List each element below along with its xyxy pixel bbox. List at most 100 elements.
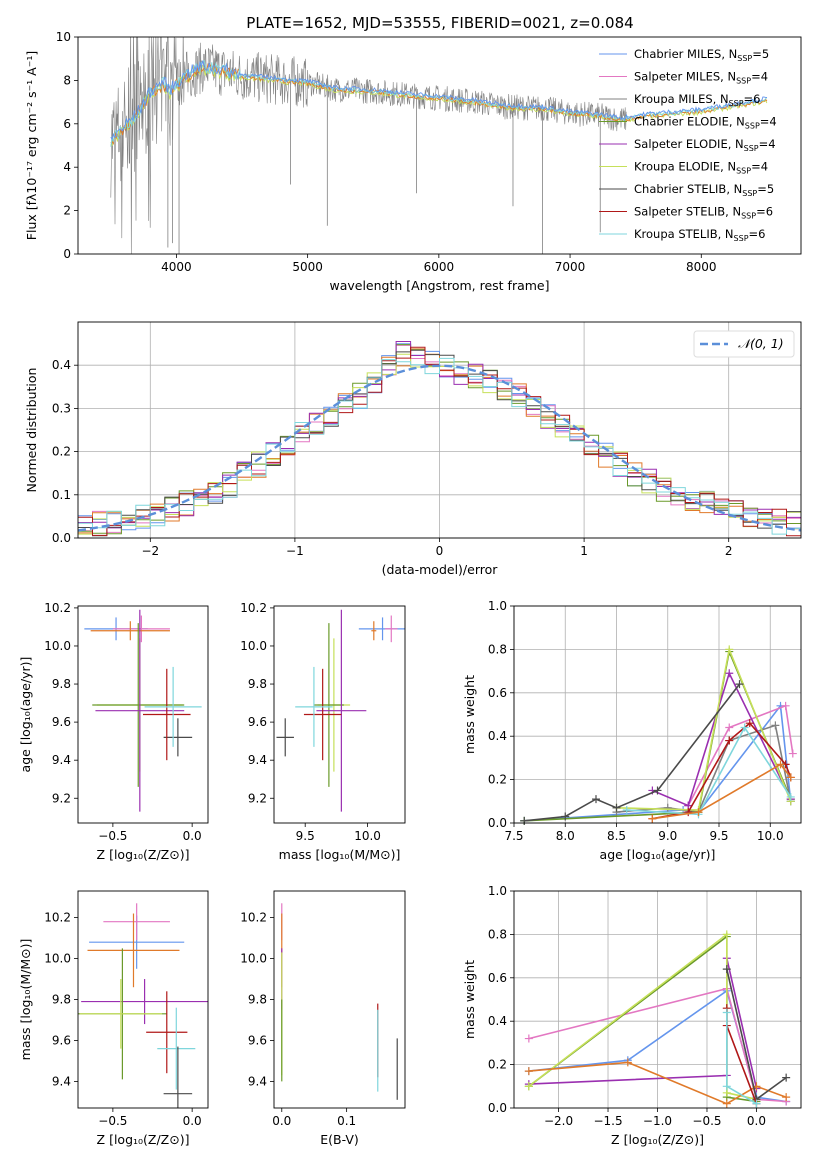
axes-frame [77, 321, 802, 539]
x-tick-label: −2 [141, 544, 159, 558]
y-axis-label: mass [log₁₀(M/M⊙)] [18, 939, 33, 1061]
weight-point [524, 1067, 533, 1076]
x-tick-label: −1 [286, 544, 304, 558]
x-tick-label: 2 [725, 544, 733, 558]
y-axis-label: mass weight [462, 960, 477, 1039]
chart-residuals: −2 −1 0 1 2 0.0 0.1 0.2 0.3 0.4 (data-model)/error… [24, 321, 802, 577]
x-tick-label: 9.5 [296, 829, 315, 843]
y-tick-label: 8 [63, 73, 71, 87]
y-tick-label: 0.8 [488, 927, 507, 941]
y-tick-label: 2 [63, 204, 71, 218]
x-axis-label: Z [log₁₀(Z/Z⊙)] [611, 1132, 704, 1147]
axes-frame [513, 890, 802, 1109]
axes-frame [77, 890, 209, 1109]
weight-series-line [652, 671, 792, 807]
y-tick-label: 10.2 [44, 911, 71, 925]
y-tick-label: 0.2 [52, 445, 71, 459]
legend-entry: Chabrier STELIB, NSSP=5 [634, 182, 774, 198]
spectrum-legend: Chabrier MILES, NSSP=5 Salpeter MILES, NS… [599, 47, 777, 243]
y-tick-label: 9.4 [248, 1074, 267, 1088]
y-tick-label: 0.2 [488, 1058, 507, 1072]
y-tick-label: 9.4 [248, 753, 267, 767]
x-tick-label: −1.5 [593, 1114, 622, 1128]
x-axis-label: Z [log₁₀(Z/Z⊙)] [97, 847, 190, 862]
chart-weight_vs_age: 7.5 8.0 8.5 9.0 9.5 10.0 0.0 0.2 0.4 0.6 0.8 1.0 age… [462, 599, 802, 862]
weight-series-line [524, 683, 741, 822]
y-tick-label: 10.0 [44, 952, 71, 966]
weight-point [725, 736, 734, 745]
y-tick-label: 4 [63, 160, 71, 174]
y-tick-label: 0.6 [488, 971, 507, 985]
x-tick-label: 10.0 [757, 829, 784, 843]
x-tick-label: −1.0 [643, 1114, 672, 1128]
chart-weight_vs_Z: −2.0 −1.5 −1.0 −0.5 0.0 0.0 0.2 0.4 0.6 0.8 1.0 Z [… [462, 884, 802, 1147]
legend-entry: Salpeter ELODIE, NSSP=4 [634, 137, 776, 153]
y-tick-label: 9.2 [52, 791, 71, 805]
y-tick-label: 9.6 [248, 715, 267, 729]
y-tick-label: 0.6 [488, 686, 507, 700]
y-tick-label: 10.2 [44, 601, 71, 615]
weight-point [725, 669, 734, 678]
chart-age_vs_Z: −0.5 0.0 9.2 9.4 9.6 9.8 10.0 10.2 Z [log₁₀(Z/Z⊙… [18, 601, 209, 862]
x-tick-label: 0.0 [183, 829, 202, 843]
x-axis-label: (data-model)/error [382, 562, 499, 577]
y-tick-label: 0.0 [488, 816, 507, 830]
y-tick-label: 0.1 [52, 488, 71, 502]
y-tick-label: 9.8 [248, 677, 267, 691]
legend-entry: Salpeter STELIB, NSSP=6 [634, 205, 773, 221]
figure-title: PLATE=1652, MJD=53555, FIBERID=0021, z=0… [246, 14, 633, 32]
axes-frame [513, 605, 802, 824]
y-tick-label: 0.0 [488, 1101, 507, 1115]
weight-point [782, 1073, 791, 1082]
weight-point [771, 721, 780, 730]
weight-series-line [626, 725, 792, 816]
model-spectrum [110, 60, 767, 141]
weight-point [592, 795, 600, 804]
y-tick-label: 1.0 [488, 884, 507, 898]
x-tick-label: 0.0 [747, 1114, 766, 1128]
weight-point [782, 1093, 791, 1102]
weight-point [740, 723, 749, 732]
histogram-step [78, 349, 801, 537]
y-axis-label: mass weight [462, 675, 477, 754]
chart-mass_vs_Z: −0.5 0.0 9.4 9.6 9.8 10.0 10.2 Z [log₁₀(Z/Z⊙)] m… [18, 890, 209, 1147]
x-tick-label: −0.5 [692, 1114, 721, 1128]
axes-frame [273, 890, 406, 1109]
weight-point [694, 808, 703, 817]
y-tick-label: 10.0 [240, 952, 267, 966]
weight-series-line [616, 646, 792, 811]
y-tick-label: 0.4 [52, 358, 71, 372]
y-tick-label: 9.6 [52, 1033, 71, 1047]
x-axis-label: age [log₁₀(age/yr)] [600, 847, 716, 862]
weight-series-line [528, 934, 757, 1103]
weight-point [786, 792, 795, 801]
y-tick-label: 9.8 [52, 677, 71, 691]
y-tick-label: 10.0 [240, 639, 267, 653]
weight-point [648, 814, 657, 823]
x-tick-label: 9.5 [709, 829, 728, 843]
x-tick-label: −0.5 [98, 829, 127, 843]
x-tick-label: 10.0 [354, 829, 381, 843]
weight-point [776, 760, 785, 769]
y-axis-label: Normed distribution [24, 368, 39, 493]
x-axis-label: Z [log₁₀(Z/Z⊙)] [97, 1132, 190, 1147]
x-tick-label: 8000 [686, 260, 717, 274]
y-tick-label: 0 [63, 247, 71, 261]
axes-frame [273, 605, 406, 824]
axes-frame [77, 605, 209, 824]
weight-point [786, 773, 795, 782]
x-tick-label: 9.0 [658, 829, 677, 843]
legend-entry: Chabrier ELODIE, NSSP=4 [634, 115, 777, 131]
weight-point [725, 723, 734, 732]
chart-mass_vs_ebv: 0.0 0.1 9.4 9.6 9.8 10.0 10.2 E(B-V) [240, 890, 406, 1147]
weight-point [752, 1099, 761, 1108]
weight-point [735, 680, 744, 689]
y-tick-label: 0.8 [488, 642, 507, 656]
y-tick-label: 0.0 [52, 531, 71, 545]
x-tick-label: −2.0 [544, 1114, 573, 1128]
y-tick-label: 9.6 [52, 715, 71, 729]
y-tick-label: 0.2 [488, 773, 507, 787]
x-tick-label: 7000 [555, 260, 586, 274]
